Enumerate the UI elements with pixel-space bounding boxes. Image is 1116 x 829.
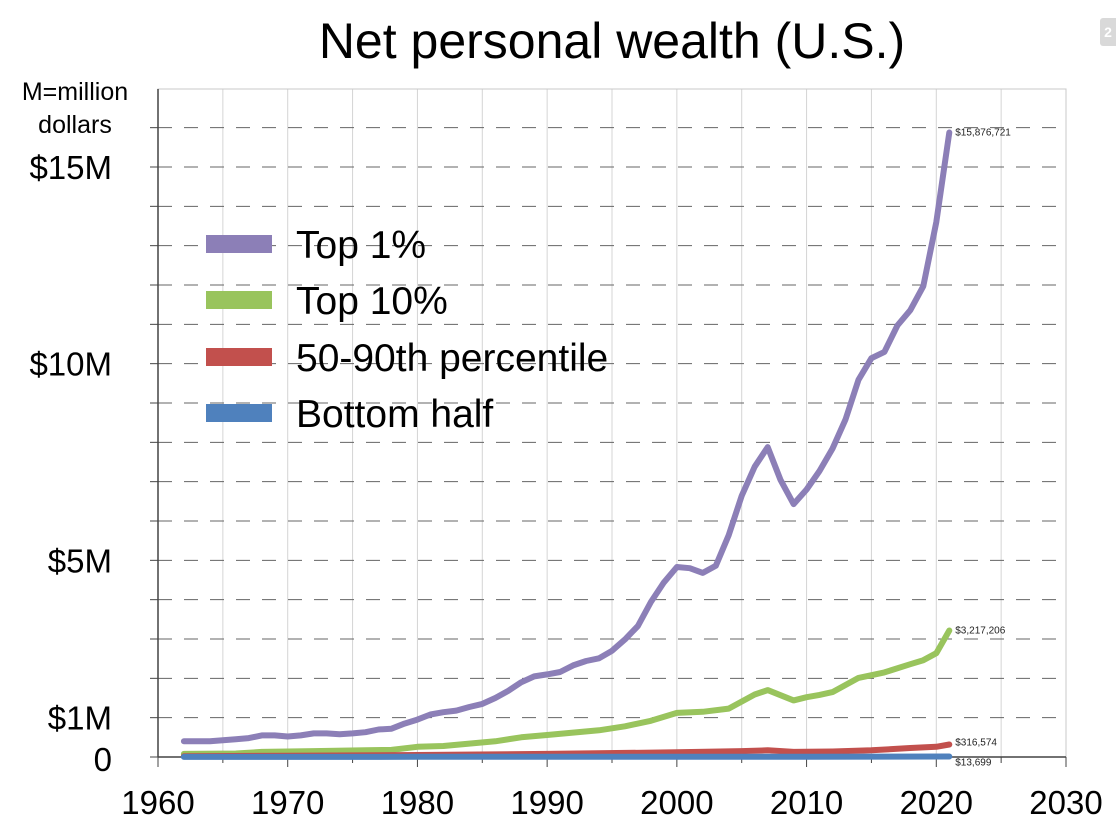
grid-lines bbox=[157, 88, 1067, 758]
x-tick-label: 1980 bbox=[381, 784, 454, 821]
legend-swatch-4 bbox=[206, 404, 272, 422]
end-label-2: $3,217,206 bbox=[955, 625, 1005, 636]
legend-label-2: Top 10% bbox=[296, 280, 448, 323]
chart-title: Net personal wealth (U.S.) bbox=[319, 13, 905, 69]
unit-note-line-1: M=million bbox=[22, 78, 128, 106]
series-line-1 bbox=[180, 129, 953, 745]
end-label-3: $316,574 bbox=[955, 738, 997, 749]
series-line-2 bbox=[180, 627, 953, 757]
x-tick-label: 1960 bbox=[121, 784, 194, 821]
end-labels: $15,876,721 $3,217,206 $316,574 $13,699 bbox=[955, 128, 1011, 769]
legend: Top 1% Top 10% 50-90th percentile Bottom ha… bbox=[206, 224, 608, 436]
x-tick-label: 1970 bbox=[251, 784, 324, 821]
legend-swatch-2 bbox=[206, 291, 272, 309]
legend-label-1: Top 1% bbox=[296, 224, 426, 267]
x-tick-label: 2020 bbox=[900, 784, 973, 821]
series-lines bbox=[180, 129, 953, 760]
legend-label-3: 50-90th percentile bbox=[296, 337, 608, 380]
x-tick-label: 2010 bbox=[770, 784, 843, 821]
y-tick-labels: 0 $1M $5M $10M $15M bbox=[29, 149, 112, 778]
x-tick-label: 2030 bbox=[1029, 784, 1102, 821]
x-tick-label: 2000 bbox=[640, 784, 713, 821]
corner-tab: 2 bbox=[1100, 18, 1116, 46]
end-label-1: $15,876,721 bbox=[955, 128, 1011, 139]
legend-label-4: Bottom half bbox=[296, 393, 493, 436]
x-tick-label: 1990 bbox=[510, 784, 583, 821]
y-tick-label: $10M bbox=[29, 346, 112, 383]
x-tick-labels: 1960 1970 1980 1990 2000 2010 2020 2030 bbox=[121, 784, 1102, 821]
y-tick-label: $1M bbox=[48, 700, 112, 737]
legend-swatch-1 bbox=[206, 235, 272, 253]
unit-note-line-2: dollars bbox=[38, 111, 112, 139]
end-label-4: $13,699 bbox=[955, 757, 992, 768]
legend-swatch-3 bbox=[206, 348, 272, 366]
y-tick-label: $5M bbox=[48, 542, 112, 579]
y-tick-label: 0 bbox=[94, 741, 112, 778]
y-tick-label: $15M bbox=[29, 149, 112, 186]
